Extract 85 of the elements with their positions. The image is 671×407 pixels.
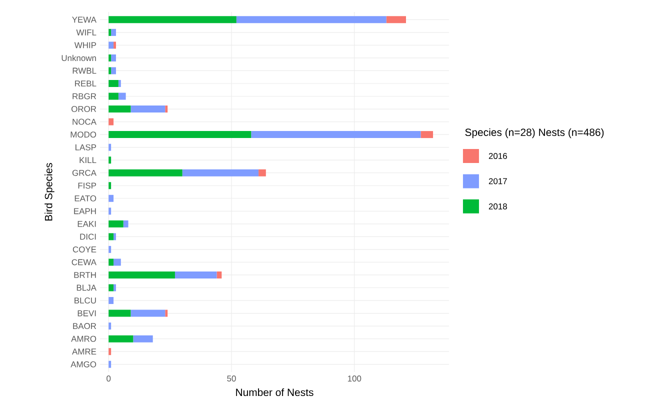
y-tick-label: AMGO — [70, 361, 96, 368]
y-tick-label: EATO — [74, 195, 96, 202]
bar — [108, 106, 131, 113]
x-tick-label: 0 — [106, 376, 111, 382]
legend-label: 2018 — [488, 203, 507, 210]
y-tick-label: FISP — [78, 182, 96, 189]
bar — [108, 28, 112, 36]
y-tick-label: BLCU — [74, 298, 96, 304]
bar — [108, 54, 112, 62]
y-tick-label: WIFL — [76, 30, 96, 36]
y-tick-label: GRCA — [72, 170, 96, 176]
bar — [111, 54, 116, 62]
bar — [118, 92, 126, 100]
y-tick-label: DICI — [80, 234, 96, 240]
bar — [111, 28, 116, 36]
bar — [420, 131, 434, 138]
bar — [118, 80, 121, 87]
y-tick-label: COYE — [72, 246, 96, 252]
bar — [108, 310, 131, 317]
bar — [386, 16, 406, 24]
bar — [108, 360, 112, 368]
y-tick-label: LASP — [76, 144, 96, 150]
bar — [108, 297, 114, 304]
bar — [108, 182, 112, 190]
bar — [108, 67, 112, 74]
y-tick-label: RWBL — [72, 68, 96, 74]
bar — [111, 67, 116, 74]
bar — [108, 156, 112, 164]
bar — [108, 80, 118, 87]
bar — [108, 16, 236, 24]
y-tick-label: AMRO — [71, 336, 96, 342]
bar — [108, 348, 112, 356]
bar — [108, 284, 114, 292]
bar — [108, 169, 182, 176]
bar — [130, 106, 166, 113]
bar — [108, 144, 112, 151]
y-tick-label: REBL — [75, 80, 96, 86]
y-tick-label: BEVI — [78, 310, 96, 316]
y-tick-label: BLJA — [76, 284, 96, 291]
y-tick-label: WHIP — [74, 42, 96, 48]
bar — [133, 335, 153, 342]
bar — [258, 169, 266, 176]
bar — [108, 42, 114, 49]
y-tick-label: CEWA — [72, 259, 96, 266]
y-tick-label: BRTH — [74, 272, 96, 278]
bar — [182, 169, 259, 176]
bar — [174, 271, 217, 278]
y-tick-label: OROR — [71, 106, 96, 112]
y-tick-label: BAOR — [73, 323, 96, 330]
bar — [108, 220, 124, 228]
bar — [108, 118, 114, 126]
bar — [108, 233, 114, 240]
bar — [108, 335, 134, 342]
bar — [108, 208, 112, 215]
bar — [216, 271, 222, 278]
bar — [130, 310, 166, 317]
x-axis-title: Number of Nests — [236, 388, 314, 396]
bar — [236, 16, 386, 24]
bar — [108, 194, 114, 202]
legend-label: 2016 — [488, 153, 507, 159]
bar — [108, 131, 252, 138]
bar — [108, 246, 112, 253]
bar — [108, 92, 118, 100]
bar — [108, 322, 112, 330]
y-tick-label: EAKI — [78, 221, 96, 227]
bar — [108, 258, 114, 266]
bar — [123, 220, 128, 228]
y-axis-title: Bird Species — [44, 163, 54, 221]
x-tick-label: 100 — [348, 376, 362, 382]
bar — [108, 271, 175, 278]
y-tick-label: KILL — [80, 157, 96, 163]
y-tick-label: EAPH — [74, 208, 96, 214]
y-tick-label: RBGR — [72, 93, 96, 100]
legend-label: 2017 — [488, 178, 507, 184]
y-tick-label: AMRE — [72, 348, 96, 354]
bar — [251, 131, 421, 138]
legend-title: Species (n=28) Nests (n=486) — [465, 128, 604, 138]
bar — [165, 310, 168, 317]
x-tick-label: 50 — [227, 376, 236, 382]
y-tick-label: YEWA — [72, 16, 96, 23]
bar — [114, 258, 121, 266]
y-tick-label: MODO — [70, 132, 96, 138]
bar — [165, 106, 168, 113]
y-tick-label: Unknown — [62, 54, 96, 62]
y-tick-label: NOCA — [72, 118, 96, 125]
